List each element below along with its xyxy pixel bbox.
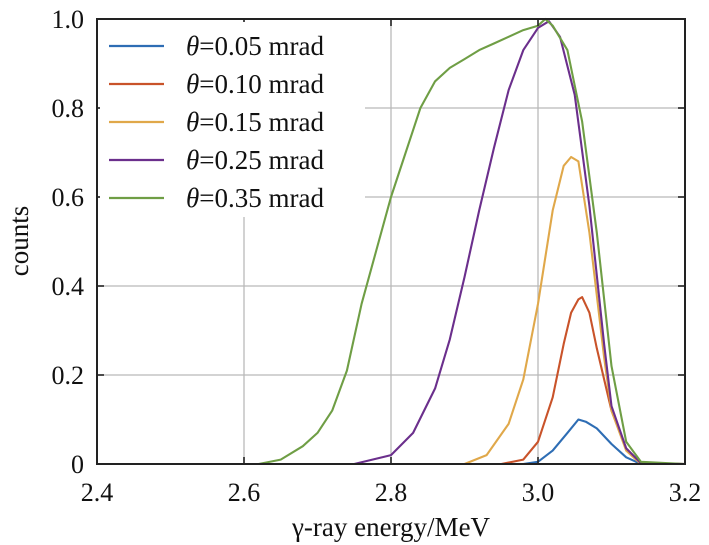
y-tick-label: 0.8 [52,94,85,123]
legend-label-value: =0.05 mrad [199,31,324,61]
series-line-5 [95,17,687,466]
legend-label: θ=0.25 mrad [186,145,324,175]
series-line-3 [95,155,687,466]
y-tick-labels: 0 0.2 0.4 0.6 0.8 1.0 [52,5,85,479]
y-tick-label: 0 [71,450,84,479]
x-tick-label: 2.6 [228,478,261,507]
legend-theta-symbol: θ [186,31,199,61]
y-axis-title: counts [4,206,34,277]
x-tick-label: 3.0 [522,478,555,507]
legend-theta-symbol: θ [186,107,199,137]
y-tick-label: 1.0 [52,5,85,34]
x-tick-labels: 2.4 2.6 2.8 3.0 3.2 [81,478,702,507]
y-tick-label: 0.6 [52,183,85,212]
legend-label-value: =0.25 mrad [199,145,324,175]
legend-label: θ=0.15 mrad [186,107,324,137]
x-tick-label: 2.4 [81,478,114,507]
legend-label-value: =0.15 mrad [199,107,324,137]
y-tick-label: 0.2 [52,361,85,390]
legend-label-value: =0.35 mrad [199,183,324,213]
legend-theta-symbol: θ [186,69,199,99]
x-axis-title: γ-ray energy/MeV [291,512,491,542]
series-lines [95,17,687,466]
y-tick-label: 0.4 [52,272,85,301]
legend-label: θ=0.10 mrad [186,69,324,99]
legend-theta-symbol: θ [186,183,199,213]
series-line-1 [95,418,687,466]
x-tick-label: 2.8 [375,478,408,507]
legend-label: θ=0.05 mrad [186,31,324,61]
legend-label: θ=0.35 mrad [186,183,324,213]
legend-background [100,22,365,217]
x-tick-label: 3.2 [669,478,702,507]
legend-label-value: =0.10 mrad [199,69,324,99]
legend-theta-symbol: θ [186,145,199,175]
series-line-4 [95,20,687,466]
